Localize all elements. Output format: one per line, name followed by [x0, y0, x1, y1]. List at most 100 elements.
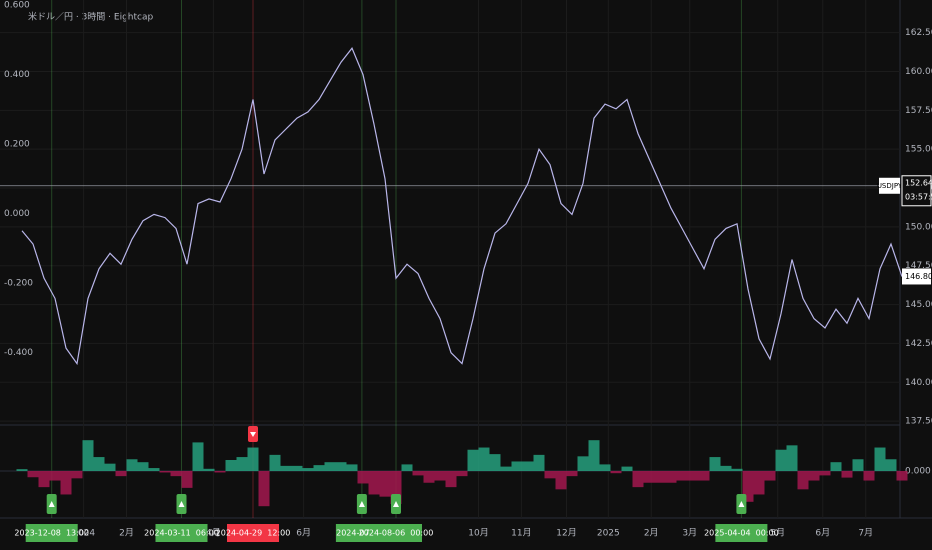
- indicator-bar: [137, 462, 149, 471]
- symbol-tag: [879, 177, 900, 194]
- indicator-bar: [82, 440, 94, 471]
- x-tick-label: 2月: [644, 528, 659, 539]
- indicator-bar: [808, 471, 820, 481]
- indicator-bar: [258, 471, 270, 507]
- indicator-bar: [203, 468, 215, 471]
- indicator-bar: [709, 457, 721, 471]
- buy-arrow: [738, 501, 745, 507]
- indicator-bar: [38, 471, 50, 488]
- signal-date-label: 2024-07-12: [336, 529, 388, 538]
- indicator-bar: [478, 447, 490, 471]
- indicator-bar: [379, 471, 391, 497]
- indicator-bar: [126, 459, 138, 471]
- indicator-bar: [863, 471, 875, 481]
- indicator-bar: [885, 459, 897, 471]
- signal-date-label: 2023-12-08 13:00: [14, 529, 89, 538]
- x-tick-label: 5月: [770, 528, 785, 539]
- indicator-bar: [489, 454, 501, 471]
- indicator-bar: [643, 471, 655, 483]
- indicator-bar: [819, 471, 831, 476]
- indicator-bar: [192, 442, 204, 471]
- y-tick-label: 137.500: [905, 417, 932, 427]
- indicator-bar: [852, 459, 864, 471]
- x-tick-label: 7月: [858, 528, 873, 539]
- symbol-tag-label: USDJPY: [877, 182, 903, 190]
- y2-tick-label: 0.400: [4, 70, 30, 80]
- x-tick-label: 2024: [72, 529, 95, 539]
- countdown-label: 03:57:56: [905, 192, 932, 201]
- y2-tick-label: 0.600: [4, 0, 30, 10]
- indicator-bar: [786, 445, 798, 471]
- indicator-bar: [225, 460, 237, 471]
- y2-tick-label: 0.200: [4, 139, 30, 149]
- indicator-bar: [830, 462, 842, 471]
- indicator-bar: [247, 447, 259, 471]
- indicator-bar: [170, 471, 182, 477]
- indicator-bar: [841, 471, 853, 478]
- indicator-bar: [753, 471, 765, 495]
- indicator-bar: [390, 471, 402, 504]
- indicator-bar: [698, 471, 710, 481]
- buy-arrow: [48, 501, 55, 507]
- indicator-bar: [742, 471, 754, 502]
- indicator-bar: [49, 471, 61, 481]
- x-tick-label: 2月: [119, 528, 134, 539]
- indicator-bar: [544, 471, 556, 479]
- indicator-bar: [335, 462, 347, 471]
- signal-date-box: [227, 524, 279, 542]
- indicator-bar: [16, 469, 28, 471]
- signal-date-label: 2024-04-29 12:00: [216, 529, 291, 538]
- indicator-bar: [412, 471, 424, 476]
- indicator-bar: [236, 457, 248, 471]
- y-tick-label: 157.500: [905, 106, 932, 116]
- indicator-bar: [775, 449, 787, 471]
- indicator-bar: [599, 464, 611, 471]
- buy-arrow: [178, 501, 185, 507]
- y-tick-label: 150.000: [905, 222, 932, 232]
- indicator-bar: [621, 466, 633, 471]
- signal-date-box: [370, 524, 422, 542]
- indicator-bar: [115, 471, 127, 477]
- price-tag-label: 152.645: [905, 178, 932, 187]
- indicator-bar: [555, 471, 567, 490]
- indicator-bar: [324, 462, 336, 471]
- x-tick-label: 3月: [682, 528, 697, 539]
- price-tag: [901, 175, 932, 207]
- price-line-series: [21, 47, 903, 366]
- indicator-bar: [27, 471, 39, 478]
- indicator-bar: [346, 464, 358, 471]
- x-tick-label: 4月: [206, 528, 221, 539]
- indicator-bar: [456, 471, 468, 477]
- x-tick-label: 6月: [296, 528, 311, 539]
- indicator-bar: [654, 471, 666, 483]
- signal-date-label: 2024-08-06 00:00: [359, 529, 434, 538]
- y2-tick-label: -0.200: [4, 278, 33, 288]
- indicator-bar: [676, 471, 688, 481]
- indicator-bar: [159, 471, 171, 473]
- buy-arrow: [358, 501, 365, 507]
- x-tick-label: 6月: [815, 528, 830, 539]
- signal-date-box: [25, 524, 78, 542]
- indicator-bar: [269, 454, 281, 471]
- indicator-bar: [577, 456, 589, 471]
- signal-date-label: 2025-04-04 00:00: [704, 529, 779, 538]
- indicator-bar: [445, 471, 457, 488]
- y-tick-label: 155.000: [905, 145, 932, 155]
- indicator-bar: [357, 471, 369, 484]
- indicator-bar: [368, 471, 380, 495]
- sell-arrow: [250, 432, 256, 437]
- y2-tick-label: 0.000: [4, 209, 30, 219]
- indicator-bar: [280, 465, 292, 471]
- indicator-bar: [214, 471, 226, 473]
- indicator-bar: [434, 471, 446, 481]
- last-price-tag: [902, 268, 931, 285]
- x-tick-label: 12月: [556, 528, 576, 539]
- indicator-bar: [467, 449, 479, 471]
- indicator-bar: [797, 471, 809, 490]
- buy-arrow: [393, 501, 399, 507]
- indicator-bar: [566, 471, 578, 477]
- indicator-tick-label: 0.000: [905, 467, 931, 477]
- indicator-bar: [896, 471, 908, 481]
